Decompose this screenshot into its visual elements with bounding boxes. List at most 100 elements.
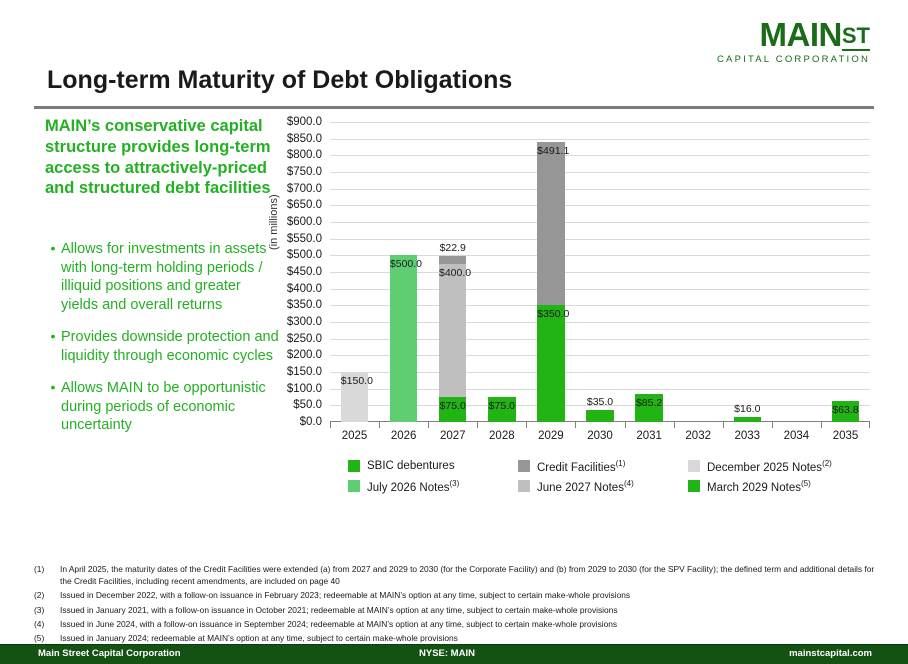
x-axis-tick: 2032 xyxy=(673,422,723,448)
footnote: (3) Issued in January 2021, with a follow… xyxy=(34,604,879,616)
gridline xyxy=(330,188,870,190)
list-item-text: Provides downside protection and liquidi… xyxy=(61,329,279,364)
stacked-bar[interactable]: $500.0 xyxy=(389,255,423,422)
footnote-number: (2) xyxy=(34,590,45,601)
gridline xyxy=(330,138,870,140)
footnote-text: Issued in June 2024, with a follow-on is… xyxy=(60,618,618,629)
bar-column[interactable] xyxy=(772,122,821,422)
bar-segment[interactable]: $491.1 xyxy=(537,141,570,306)
bar-segment[interactable]: $16.0 xyxy=(733,403,762,422)
gridline xyxy=(330,355,870,357)
bar-group: $150.0 $500.0 $22.9 $400.0 $75.0 $75.0 $491.1 $… xyxy=(330,122,870,422)
bar-value-label: $63.8 xyxy=(832,403,859,416)
bar-column[interactable]: $85.2 xyxy=(625,122,674,422)
y-axis-tick: $300.0 xyxy=(286,316,322,328)
y-axis-tick: $600.0 xyxy=(286,216,322,228)
x-axis-tick: 2028 xyxy=(477,422,526,448)
bar-column[interactable]: $35.0 xyxy=(575,122,624,422)
y-axis-tick: $250.0 xyxy=(286,332,322,345)
legend-item[interactable]: SBIC debentures xyxy=(348,456,518,476)
y-axis: $900.0 $850.0 $800.0 $750.0 $700.0 $650.0 $600… xyxy=(268,116,326,428)
bar-segment[interactable]: $22.9 xyxy=(438,242,467,264)
debt-maturity-chart: (in millions) $900.0 $850.0 $800.0 $750.0 $7… xyxy=(268,116,878,458)
list-item: • Allows for investments in assets with … xyxy=(45,240,280,314)
bullet-marker-icon: • xyxy=(50,240,56,256)
footnote-number: (1) xyxy=(34,564,45,574)
bar-column[interactable]: $63.8 xyxy=(821,122,870,422)
bar-column[interactable]: $150.0 xyxy=(330,122,379,422)
bar-segment[interactable]: $75.0 xyxy=(488,397,516,422)
footer-company: Main Street Capital Corporation xyxy=(38,648,181,659)
bar-segment[interactable]: $400.0 xyxy=(438,263,471,397)
y-axis-tick: $700.0 xyxy=(286,182,322,195)
bullet-marker-icon: • xyxy=(50,379,56,396)
y-axis-tick: $200.0 xyxy=(286,349,322,362)
legend-swatch-icon xyxy=(348,480,360,492)
bar-segment[interactable]: $63.8 xyxy=(831,400,860,422)
page-title: Long-term Maturity of Debt Obligations xyxy=(47,66,513,94)
x-axis-tick: 2031 xyxy=(624,422,674,448)
bar-column[interactable]: $75.0 xyxy=(477,122,526,422)
x-axis-tick: 2033 xyxy=(722,422,772,448)
footnote: (4) Issued in June 2024, with a follow-on… xyxy=(34,618,879,630)
x-axis-tick: 2026 xyxy=(379,422,428,448)
x-axis: 2025 2026 2027 2028 2029 2030 2031 2032 2033 2034… xyxy=(330,422,871,448)
y-axis-tick: $450.0 xyxy=(286,266,322,278)
stacked-bar[interactable]: $75.0 xyxy=(488,397,516,422)
y-axis-tick: $50.0 xyxy=(293,399,322,412)
y-axis-tick: $400.0 xyxy=(286,282,322,295)
stacked-bar[interactable]: $22.9 $400.0 $75.0 xyxy=(438,242,471,422)
bar-value-label: $491.1 xyxy=(537,144,570,157)
bar-column[interactable] xyxy=(674,122,723,422)
footer-ticker: NYSE: MAIN xyxy=(419,648,475,659)
title-divider xyxy=(34,106,874,109)
legend-label: December 2025 Notes(2) xyxy=(707,458,832,474)
y-axis-tick: $650.0 xyxy=(286,199,322,212)
legend-item[interactable]: July 2026 Notes(3) xyxy=(348,476,518,496)
stacked-bar[interactable]: $16.0 xyxy=(733,403,762,422)
legend-swatch-icon xyxy=(688,460,700,472)
stacked-bar[interactable]: $85.2 xyxy=(635,393,663,422)
bar-segment[interactable]: $75.0 xyxy=(438,397,467,422)
bar-segment[interactable]: $350.0 xyxy=(537,305,569,422)
legend-label: Credit Facilities(1) xyxy=(537,458,626,474)
legend-item[interactable]: Credit Facilities(1) xyxy=(518,456,688,476)
stacked-bar[interactable]: $150.0 xyxy=(340,372,373,422)
bar-segment[interactable]: $150.0 xyxy=(340,372,373,422)
legend-swatch-icon xyxy=(518,480,530,492)
bar-column[interactable]: $491.1 $350.0 xyxy=(526,122,575,422)
footer-website[interactable]: mainstcapital.com xyxy=(789,648,872,659)
stacked-bar[interactable]: $35.0 xyxy=(586,396,614,422)
gridline xyxy=(330,222,870,223)
gridline xyxy=(330,172,870,173)
gridline xyxy=(330,272,870,273)
bar-value-label: $75.0 xyxy=(439,400,466,412)
stacked-bar[interactable]: $63.8 xyxy=(831,400,860,422)
gridline xyxy=(330,255,870,257)
company-logo: MAINST CAPITAL CORPORATION xyxy=(717,18,870,65)
footnote-number: (3) xyxy=(34,604,45,615)
footnote-number: (4) xyxy=(34,618,45,629)
bar-column[interactable]: $16.0 xyxy=(723,122,772,422)
bar-value-label: $500.0 xyxy=(389,258,423,271)
legend-label: June 2027 Notes(4) xyxy=(537,478,634,494)
x-axis-tick: 2025 xyxy=(330,422,379,448)
footnotes: (1) In April 2025, the maturity dates of … xyxy=(34,563,879,646)
bar-column[interactable]: $22.9 $400.0 $75.0 xyxy=(428,122,477,422)
legend-item[interactable]: December 2025 Notes(2) xyxy=(688,456,863,476)
footnote-text: Issued in December 2022, with a follow-o… xyxy=(60,590,631,601)
stacked-bar[interactable]: $491.1 $350.0 xyxy=(537,141,570,422)
gridline xyxy=(330,122,870,123)
bar-segment[interactable]: $35.0 xyxy=(586,396,614,422)
page-footer: Main Street Capital Corporation NYSE: MA… xyxy=(0,644,908,664)
y-axis-tick: $800.0 xyxy=(286,149,322,162)
gridline xyxy=(330,388,870,390)
legend-item[interactable]: March 2029 Notes(5) xyxy=(688,476,863,496)
bar-segment[interactable]: $500.0 xyxy=(389,255,423,422)
footnote-number: (5) xyxy=(34,632,45,643)
bar-segment[interactable]: $85.2 xyxy=(635,393,663,422)
footnote: (2) Issued in December 2022, with a follo… xyxy=(34,589,879,601)
footnote: (1) In April 2025, the maturity dates of … xyxy=(34,563,879,587)
legend-item[interactable]: June 2027 Notes(4) xyxy=(518,476,688,496)
bar-column[interactable]: $500.0 xyxy=(379,122,428,422)
